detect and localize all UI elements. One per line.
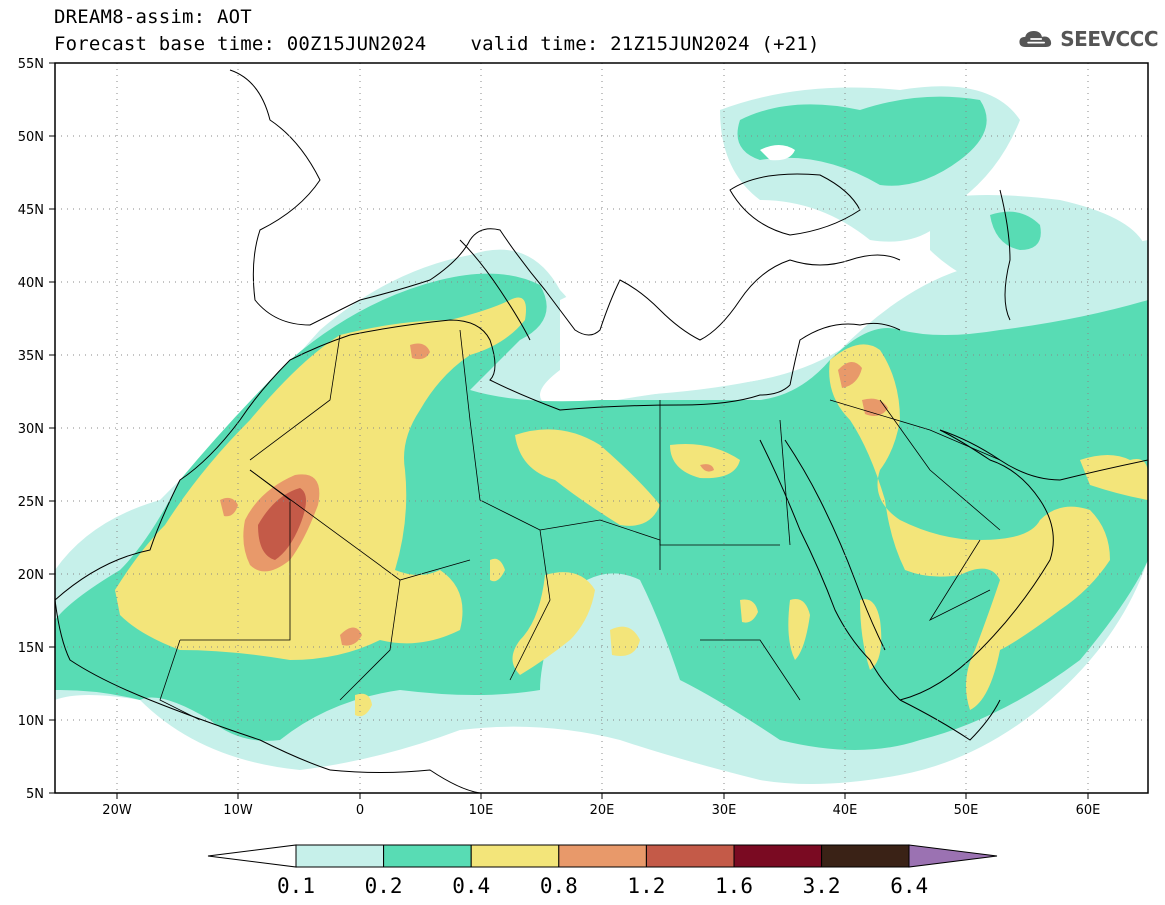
colorbar-tick-label: 6.4 — [890, 874, 928, 898]
lon-label: 60E — [1076, 803, 1101, 818]
colorbar-box — [383, 844, 472, 868]
lat-label: 40N — [18, 276, 44, 291]
logo-text: SEEVCCC — [1060, 27, 1158, 51]
colorbar-tick-label: 1.2 — [627, 874, 665, 898]
red-sea-east — [784, 439, 886, 651]
aot-level-0.4 — [115, 297, 1148, 717]
colorbar-low-triangle — [207, 844, 297, 868]
lat-label: 45N — [18, 203, 44, 218]
lat-label: 55N — [18, 57, 44, 72]
colorbar-box — [821, 844, 910, 868]
lon-label: 10E — [469, 803, 494, 818]
seevccc-logo: SEEVCCC — [1018, 22, 1158, 56]
colorbar-tick-label: 3.2 — [803, 874, 841, 898]
cloud-icon — [1019, 31, 1052, 47]
colorbar-tick-label: 1.6 — [715, 874, 753, 898]
colorbar-boxes — [295, 844, 910, 868]
time-info: Forecast base time: 00Z15JUN2024 valid ti… — [54, 33, 820, 55]
lat-label: 35N — [18, 349, 44, 364]
africa-west-coast — [55, 599, 331, 771]
caspian — [999, 189, 1011, 321]
gulf-guinea — [329, 769, 481, 793]
lat-label: 50N — [18, 130, 44, 145]
colorbar-box — [645, 844, 735, 868]
lon-label: 20E — [590, 803, 615, 818]
colorbar-tick-label: 0.2 — [365, 874, 403, 898]
valid-time: valid time: 21Z15JUN2024 (+21) — [470, 33, 820, 55]
europe-coast — [229, 69, 901, 341]
colorbar-labels: 0.1 0.2 0.4 0.8 1.2 1.6 3.2 6.4 — [277, 874, 928, 898]
colorbar-box — [558, 844, 647, 868]
sea-gaps — [560, 145, 803, 395]
lat-label: 5N — [26, 787, 44, 802]
colorbar-tick-label: 0.1 — [277, 874, 315, 898]
lat-label: 30N — [18, 422, 44, 437]
lat-label: 20N — [18, 568, 44, 583]
colorbar: 0.1 0.2 0.4 0.8 1.2 1.6 3.2 6.4 — [207, 844, 998, 898]
colorbar-high-triangle — [908, 844, 998, 868]
lon-label: 0 — [356, 803, 364, 818]
colorbar-box — [295, 844, 385, 868]
italy — [459, 239, 531, 341]
iran-coast — [1059, 459, 1148, 481]
lon-label: 10W — [223, 803, 253, 818]
lon-label: 50E — [954, 803, 979, 818]
lon-label: 30E — [712, 803, 737, 818]
lon-label: 40E — [833, 803, 858, 818]
levant-coast — [789, 322, 901, 386]
latitude-labels: 55N 50N 45N 40N 35N 30N 25N 20N 15N 10N … — [18, 57, 44, 802]
lat-label: 25N — [18, 495, 44, 510]
red-sea-west — [759, 439, 901, 701]
horn-africa — [899, 699, 1001, 741]
north-africa-coast — [55, 319, 791, 601]
lat-label: 10N — [18, 714, 44, 729]
map-title: DREAM8-assim: AOT — [54, 6, 252, 28]
arabia-coast — [899, 429, 1054, 701]
black-sea — [729, 173, 861, 236]
colorbar-tick-label: 0.4 — [452, 874, 490, 898]
lon-label: 20W — [102, 803, 132, 818]
aot-level-1.2 — [258, 488, 306, 560]
base-time: Forecast base time: 00Z15JUN2024 — [54, 33, 427, 55]
graticule — [55, 63, 1148, 793]
aot-field — [55, 86, 1148, 784]
colorbar-box — [733, 844, 823, 868]
colorbar-box — [470, 844, 560, 868]
coastlines — [55, 69, 1148, 793]
longitude-labels: 20W 10W 0 10E 20E 30E 40E 50E 60E — [102, 803, 1100, 818]
lat-label: 15N — [18, 641, 44, 656]
country-borders — [159, 329, 1001, 721]
tick-marks — [49, 62, 1089, 799]
colorbar-tick-label: 0.8 — [540, 874, 578, 898]
